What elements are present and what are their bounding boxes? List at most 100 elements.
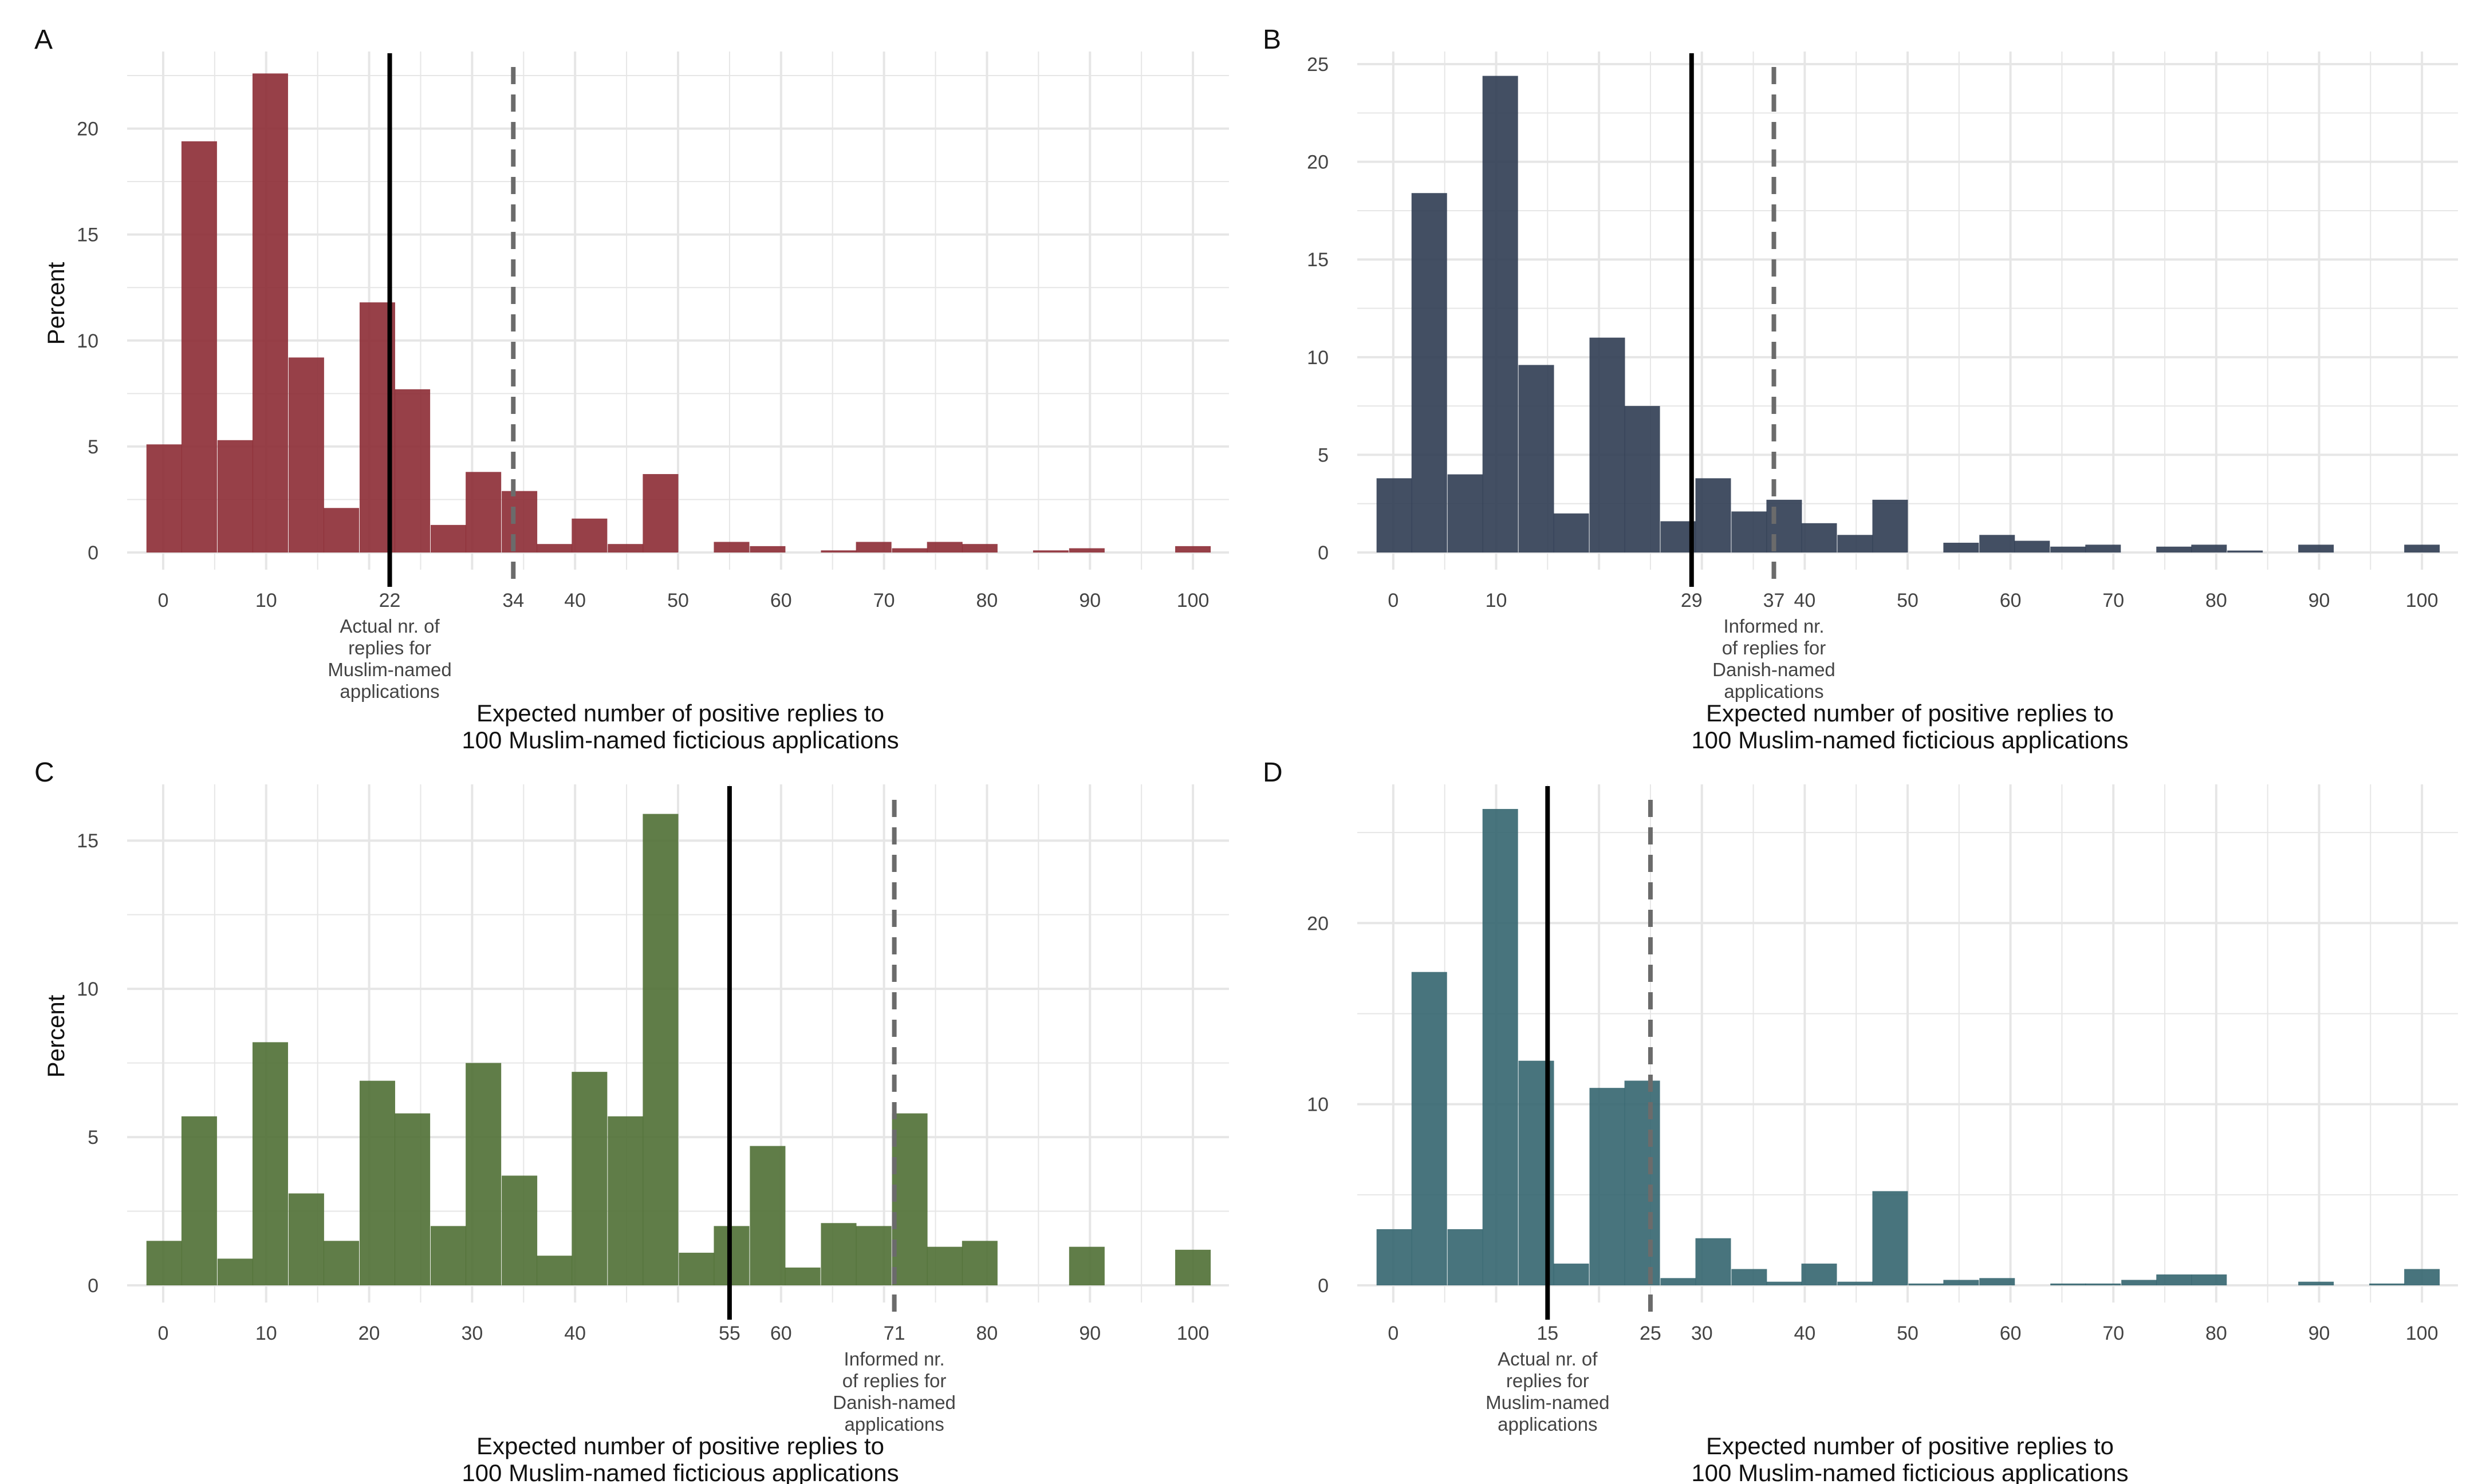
histogram-bar <box>750 1146 786 1285</box>
x-tick-label: 25 <box>1640 1323 1661 1344</box>
x-tick-label: 40 <box>1794 590 1815 611</box>
histogram-bar <box>714 542 750 552</box>
x-tick-label: 30 <box>461 1323 483 1344</box>
histogram-bar <box>821 1223 857 1285</box>
histogram-bar <box>1482 808 1518 1285</box>
histogram-bar <box>502 491 538 552</box>
histogram-bar <box>288 357 324 552</box>
histogram-bar <box>821 550 857 552</box>
histogram-bar <box>1376 1229 1412 1285</box>
histogram-bar <box>750 546 786 552</box>
histogram-bar <box>395 389 431 552</box>
histogram-bar <box>927 542 963 552</box>
y-tick-label: 15 <box>1307 249 1329 271</box>
x-tick-label: 80 <box>976 1323 998 1344</box>
y-tick-label: 20 <box>1307 152 1329 173</box>
histogram-bar <box>1872 499 1908 552</box>
histogram-bar <box>962 544 998 552</box>
y-tick-label: 15 <box>77 224 99 246</box>
y-tick-label: 5 <box>88 436 99 458</box>
y-tick-label: 10 <box>77 978 99 1000</box>
histogram-bar <box>252 1042 288 1285</box>
histogram-bar <box>1766 1281 1802 1285</box>
histogram-bar <box>2085 544 2121 552</box>
histogram-bar <box>1660 1278 1696 1285</box>
x-tick-label: 40 <box>564 590 586 611</box>
y-tick-label: 20 <box>77 119 99 140</box>
histogram-bar <box>1411 972 1447 1285</box>
histogram-bar <box>217 440 253 552</box>
histogram-bar <box>1069 548 1105 552</box>
histogram-bar <box>856 542 892 552</box>
histogram-bar <box>1801 1264 1837 1285</box>
histogram-bar <box>1943 542 1979 552</box>
y-tick-label: 0 <box>1318 542 1329 564</box>
x-axis-title: Expected number of positive replies to 10… <box>1691 700 2128 753</box>
x-tick-label: 55 <box>719 1323 740 1344</box>
y-tick-label: 10 <box>1307 1094 1329 1116</box>
histogram-bar <box>1447 1229 1483 1285</box>
x-tick-label: 100 <box>2406 590 2438 611</box>
panel-c: 0 5 10 15 0 10 20 30 40 55 60 71 80 90 100 Informed nr.… <box>34 757 1229 1484</box>
histogram-bar <box>146 444 182 552</box>
x-tick-label: 100 <box>1177 1323 1210 1344</box>
panel-a: 0 5 10 15 20 0 10 22 34 40 50 60 70 80 90 100 Actual nr.… <box>34 25 1229 753</box>
x-tick-label: 37 <box>1763 590 1785 611</box>
annotation: Actual nr. of replies for Muslim-named appl… <box>328 615 451 702</box>
histogram-bar <box>892 548 928 552</box>
histogram-bar <box>1553 513 1589 552</box>
x-axis-title: Expected number of positive replies to 10… <box>1691 1432 2128 1484</box>
histogram-bar <box>252 73 288 552</box>
histogram-bar <box>466 1063 502 1285</box>
histogram-bar <box>892 1113 928 1285</box>
x-axis-title: Expected number of positive replies to 10… <box>462 1432 899 1484</box>
histogram-bar <box>2121 1280 2157 1285</box>
histogram-bar <box>1589 337 1625 552</box>
panel-label: B <box>1263 25 1281 55</box>
x-tick-label: 70 <box>2102 590 2124 611</box>
histogram-bar <box>1411 193 1447 552</box>
x-tick-label: 10 <box>255 1323 277 1344</box>
histogram-bar <box>1731 511 1767 552</box>
histogram-bar <box>608 544 644 552</box>
histogram-bar <box>537 1256 573 1285</box>
x-tick-label: 80 <box>2205 1323 2227 1344</box>
x-tick-label: 90 <box>1079 590 1101 611</box>
histogram-bar <box>1731 1269 1767 1285</box>
annotation: Informed nr. of replies for Danish-named ap… <box>1712 615 1835 702</box>
panel-label: C <box>34 757 54 788</box>
y-tick-label: 0 <box>1318 1275 1329 1297</box>
y-tick-label: 10 <box>77 330 99 352</box>
bars <box>146 73 1211 552</box>
x-tick-label: 60 <box>2000 1323 2022 1344</box>
y-tick-label: 5 <box>1318 444 1329 466</box>
x-tick-label: 0 <box>1388 590 1398 611</box>
histogram-bar <box>643 474 679 552</box>
y-axis-title: Percent <box>42 262 69 345</box>
histogram-bar <box>2298 544 2334 552</box>
x-axis-title: Expected number of positive replies to 10… <box>462 700 899 753</box>
histogram-bar <box>1447 474 1483 552</box>
histogram-bar <box>2404 1269 2440 1285</box>
x-tick-label: 90 <box>2308 590 2330 611</box>
x-tick-label: 0 <box>157 590 168 611</box>
histogram-bar <box>502 1175 538 1285</box>
x-tick-label: 71 <box>884 1323 905 1344</box>
x-tick-label: 90 <box>2308 1323 2330 1344</box>
histogram-bar <box>2404 544 2440 552</box>
histogram-bar <box>1589 1088 1625 1285</box>
x-tick-label: 0 <box>1388 1323 1398 1344</box>
histogram-bar <box>2085 1283 2121 1285</box>
x-tick-label: 100 <box>1177 590 1210 611</box>
histogram-bar <box>2050 546 2086 552</box>
histogram-bar <box>1695 1238 1731 1285</box>
x-tick-label: 50 <box>1897 590 1918 611</box>
histogram-bar <box>359 1080 395 1285</box>
panel-d: 0 10 20 0 15 25 30 40 50 60 70 80 90 100 Actual nr. of… <box>1263 757 2458 1484</box>
histogram-bar <box>1979 535 2015 552</box>
panel-label: A <box>34 25 53 55</box>
histogram-bar <box>466 472 502 552</box>
histogram-bar <box>1943 1280 1979 1285</box>
x-tick-label: 80 <box>2205 590 2227 611</box>
histogram-bar <box>1175 546 1211 552</box>
